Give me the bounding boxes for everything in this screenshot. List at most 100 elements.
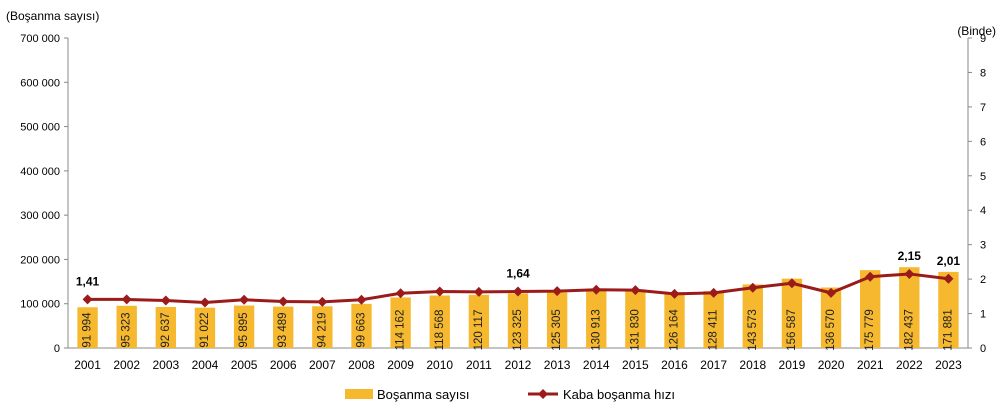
x-tick-label: 2023 bbox=[935, 358, 962, 372]
legend-bar-swatch bbox=[345, 389, 373, 399]
rate-marker bbox=[708, 287, 719, 298]
x-tick-label: 2019 bbox=[779, 358, 806, 372]
legend-line-label: Kaba boşanma hızı bbox=[563, 387, 675, 402]
x-tick-label: 2016 bbox=[661, 358, 688, 372]
rate-point-label: 2,01 bbox=[937, 254, 961, 268]
left-tick-label: 400 000 bbox=[20, 166, 60, 178]
rate-marker bbox=[121, 294, 132, 305]
bar bbox=[429, 295, 450, 348]
rate-marker bbox=[239, 294, 250, 305]
bar bbox=[820, 287, 842, 348]
rate-marker bbox=[356, 294, 367, 305]
x-tick-label: 2018 bbox=[739, 358, 766, 372]
bar-value-label: 95 895 bbox=[238, 312, 250, 347]
bar-value-label: 175 779 bbox=[864, 309, 876, 351]
bar bbox=[860, 270, 881, 348]
x-tick-label: 2001 bbox=[74, 358, 101, 372]
x-tick-label: 2010 bbox=[426, 358, 453, 372]
legend-line-marker bbox=[538, 389, 548, 399]
bar-value-label: 126 164 bbox=[669, 309, 681, 351]
rate-marker bbox=[591, 284, 602, 295]
x-tick-label: 2005 bbox=[231, 358, 258, 372]
line-point-labels: 1,41 1,64 2,15 2,01 bbox=[76, 249, 961, 288]
x-tick-label: 2012 bbox=[505, 358, 532, 372]
bar bbox=[938, 271, 959, 348]
bar bbox=[233, 305, 255, 348]
bar bbox=[116, 305, 137, 348]
rate-marker bbox=[199, 297, 210, 308]
rate-point-label: 1,64 bbox=[506, 267, 530, 281]
bar bbox=[390, 297, 411, 348]
x-tick-label: 2008 bbox=[348, 358, 375, 372]
x-tick-label: 2022 bbox=[896, 358, 923, 372]
bar-value-label: 123 325 bbox=[512, 309, 524, 351]
bar-data-labels: 91 994 95 323 92 637 91 022 95 895 93 489 94 2… bbox=[82, 309, 955, 351]
rate-marker bbox=[904, 268, 915, 279]
bar-value-label: 120 117 bbox=[473, 310, 485, 351]
bar-value-label: 182 437 bbox=[903, 309, 915, 351]
x-axis-ticks: 2001 2002 2003 2004 2005 2006 2007 2008 2009 2010… bbox=[74, 358, 962, 372]
bar-value-label: 156 587 bbox=[786, 309, 798, 351]
x-tick-label: 2013 bbox=[544, 358, 571, 372]
x-tick-label: 2003 bbox=[152, 358, 179, 372]
left-tick-label: 600 000 bbox=[20, 77, 60, 89]
left-tick-label: 0 bbox=[54, 343, 60, 355]
bar bbox=[625, 289, 646, 348]
right-tick-label: 9 bbox=[980, 33, 986, 45]
right-tick-label: 1 bbox=[980, 309, 986, 321]
left-tick-label: 300 000 bbox=[20, 210, 60, 222]
right-tick-label: 2 bbox=[980, 274, 986, 286]
left-axis-title: (Boşanma sayısı) bbox=[6, 9, 99, 23]
right-tick-label: 3 bbox=[980, 240, 986, 252]
x-tick-label: 2020 bbox=[818, 358, 845, 372]
bar bbox=[586, 290, 607, 348]
rate-marker bbox=[160, 295, 171, 306]
x-tick-label: 2002 bbox=[113, 358, 140, 372]
rate-marker bbox=[826, 287, 837, 298]
rate-marker bbox=[317, 296, 328, 307]
right-axis-title: (Binde) bbox=[957, 24, 996, 38]
rate-marker bbox=[747, 282, 758, 293]
rate-marker bbox=[865, 271, 876, 282]
left-tick-label: 100 000 bbox=[20, 299, 60, 311]
bar-value-label: 95 323 bbox=[121, 312, 133, 347]
bar bbox=[77, 307, 98, 348]
left-axis-ticks: 0 100 000 200 000 300 000 400 000 500 000 600 … bbox=[20, 33, 68, 355]
left-tick-label: 500 000 bbox=[20, 122, 60, 134]
bar-value-label: 128 411 bbox=[708, 310, 720, 351]
bar-value-label: 136 570 bbox=[825, 309, 837, 351]
x-tick-label: 2017 bbox=[700, 358, 727, 372]
bar-series bbox=[77, 267, 959, 348]
rate-marker bbox=[278, 296, 289, 307]
bar-value-label: 131 830 bbox=[629, 309, 641, 351]
right-tick-label: 7 bbox=[980, 102, 986, 114]
bar-value-label: 92 637 bbox=[160, 312, 172, 347]
bar bbox=[899, 267, 920, 348]
bar-value-label: 125 305 bbox=[551, 309, 563, 351]
bar bbox=[312, 306, 333, 348]
legend-bar-label: Boşanma sayısı bbox=[377, 387, 470, 402]
bar bbox=[781, 278, 803, 348]
bar bbox=[703, 291, 724, 348]
right-axis-ticks: 0 1 2 3 4 5 6 7 8 9 bbox=[968, 33, 986, 355]
x-tick-label: 2011 bbox=[466, 358, 492, 372]
bar bbox=[742, 284, 763, 348]
bar-value-label: 93 489 bbox=[277, 312, 289, 347]
left-tick-label: 200 000 bbox=[20, 254, 60, 266]
rate-point-label: 1,41 bbox=[76, 274, 100, 288]
rate-marker bbox=[473, 286, 484, 297]
rate-marker bbox=[513, 286, 523, 297]
x-tick-label: 2015 bbox=[622, 358, 649, 372]
bar bbox=[468, 294, 490, 348]
bar bbox=[155, 306, 176, 348]
bar-value-label: 118 568 bbox=[434, 310, 446, 351]
right-tick-label: 4 bbox=[980, 205, 986, 217]
bar bbox=[664, 292, 685, 348]
rate-marker bbox=[669, 288, 680, 299]
x-tick-label: 2014 bbox=[583, 358, 610, 372]
rate-marker bbox=[434, 286, 445, 297]
bar-value-label: 171 881 bbox=[942, 309, 954, 351]
rate-marker bbox=[943, 273, 954, 284]
bar bbox=[273, 306, 294, 348]
